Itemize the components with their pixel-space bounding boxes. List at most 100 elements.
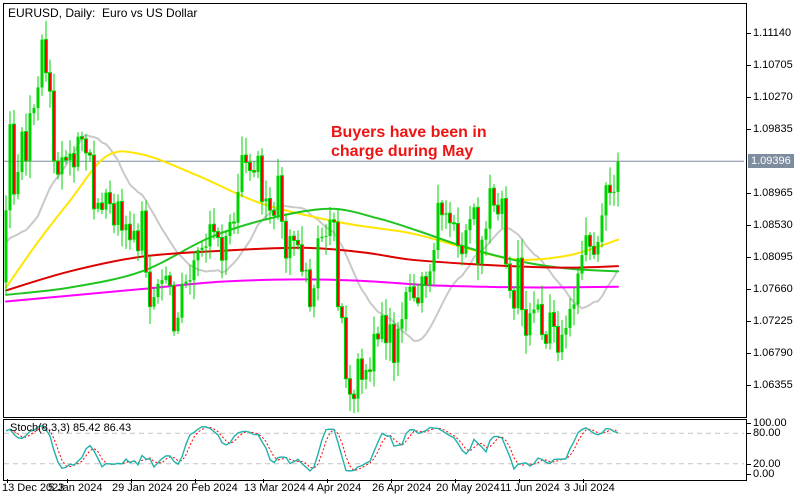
candle-bear	[280, 175, 284, 222]
candle-bear	[56, 160, 60, 175]
candle-bull	[572, 304, 576, 309]
candle-bull	[224, 236, 228, 261]
price-tick-label: 1.10270	[753, 90, 793, 103]
stoch-tick-mark	[746, 474, 751, 475]
candle-bull	[464, 230, 468, 254]
candle-bull	[380, 315, 384, 340]
indicator-values: 85.42 86.43	[72, 422, 132, 434]
candle-bull	[480, 239, 484, 264]
candle-bull	[276, 175, 280, 216]
candle-bear	[412, 286, 416, 299]
candle-bull	[580, 255, 584, 274]
candle-bull	[36, 87, 40, 109]
candle-bull	[436, 202, 440, 251]
candle-bull	[256, 155, 260, 173]
candle-bear	[340, 306, 344, 319]
candle-bull	[96, 202, 100, 209]
candle-bear	[416, 297, 420, 304]
candle-bear	[588, 234, 592, 247]
candle-bull	[564, 327, 568, 335]
price-tick-label: 1.08530	[753, 218, 793, 231]
candle-bull	[396, 328, 400, 363]
candle-bear	[212, 223, 216, 233]
candle-bull	[164, 275, 168, 281]
candle-bear	[524, 309, 528, 336]
candle-bear	[220, 236, 224, 261]
candle-bull	[372, 333, 376, 372]
candle-bear	[248, 161, 252, 172]
date-tick-label: 29 Jan 2024	[112, 482, 173, 494]
candle-bear	[448, 212, 452, 224]
candle-bear	[148, 271, 152, 308]
candle-bull	[356, 358, 360, 399]
candle-bull	[124, 224, 128, 231]
candle-bear	[44, 39, 48, 74]
current-price-label: 1.09396	[748, 154, 794, 169]
annotation-line-1: Buyers have been in	[331, 124, 487, 141]
candle-bull	[400, 319, 404, 329]
candle-bull	[328, 219, 332, 237]
candle-bull	[20, 131, 24, 173]
candle-bull	[488, 188, 492, 229]
candle-bear	[384, 314, 388, 344]
indicator-label: Stoch(8,3,3) 85.42 86.43	[10, 422, 131, 434]
candle-bull	[32, 108, 36, 114]
candle-bear	[332, 219, 336, 223]
candle-bull	[104, 192, 108, 210]
date-tick-label: 26 Apr 2024	[372, 482, 432, 494]
candle-bear	[308, 269, 312, 308]
candle-bear	[336, 221, 340, 308]
date-tick-mark	[7, 479, 8, 483]
price-tick-mark	[746, 96, 751, 98]
ma-line-sma200	[5, 278, 619, 303]
stochastic-chart[interactable]	[4, 420, 744, 478]
candle-bull	[208, 224, 212, 247]
candle-bull	[228, 222, 232, 237]
candle-bull	[312, 288, 316, 307]
candle-bear	[344, 317, 348, 380]
candle-bull	[68, 153, 72, 161]
candle-bear	[12, 123, 16, 195]
candle-bull	[184, 281, 188, 284]
candle-bear	[252, 170, 256, 173]
price-tick-mark	[746, 320, 751, 322]
candle-bear	[92, 154, 96, 210]
candle-bear	[88, 152, 92, 156]
date-tick-mark	[263, 479, 264, 483]
candle-bear	[556, 326, 560, 353]
candle-bull	[264, 198, 268, 202]
ma-line-sma150	[5, 246, 619, 292]
candle-bear	[84, 138, 88, 154]
candle-bear	[284, 220, 288, 259]
date-tick-mark	[455, 479, 456, 483]
candle-bull	[200, 247, 204, 251]
candle-bear	[64, 156, 68, 161]
candlestick-chart[interactable]	[4, 4, 744, 415]
price-tick-mark	[746, 33, 751, 34]
date-tick-label: 5 Jan 2024	[48, 482, 103, 494]
price-tick-label: 1.10705	[753, 58, 793, 71]
date-tick-mark	[67, 479, 68, 483]
candle-bear	[172, 284, 176, 332]
candle-bear	[232, 221, 236, 224]
candle-bull	[560, 334, 564, 353]
candle-bull	[604, 185, 608, 216]
candle-bull	[304, 269, 308, 272]
candle-bear	[244, 154, 248, 163]
candle-bear	[504, 198, 508, 265]
candle-bull	[420, 276, 424, 303]
main-chart-pane[interactable]	[3, 3, 747, 418]
stochastic-pane[interactable]	[3, 419, 747, 481]
candle-bear	[300, 244, 304, 272]
candle-bull	[176, 317, 180, 331]
candle-bear	[348, 378, 352, 395]
ma-line-sma100	[5, 207, 619, 296]
candle-bull	[180, 283, 184, 318]
candle-bull	[116, 201, 120, 225]
date-tick-mark	[583, 479, 584, 483]
candle-bull	[516, 258, 520, 309]
candle-bear	[592, 245, 596, 255]
date-tick-label: 13 Mar 2024	[244, 482, 306, 494]
candle-bull	[472, 207, 476, 220]
candle-bear	[460, 245, 464, 255]
